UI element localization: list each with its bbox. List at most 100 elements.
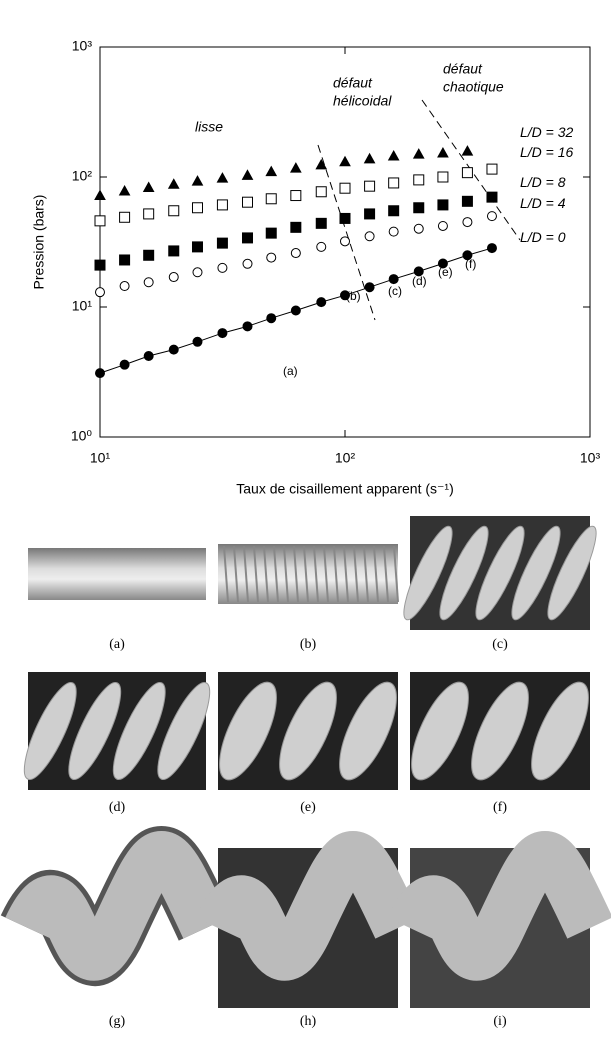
photo-caption: (g) — [109, 1014, 126, 1029]
point — [191, 202, 203, 214]
point — [216, 172, 229, 183]
y-tick-label: 10⁰ — [71, 428, 93, 444]
annotation: lisse — [195, 119, 223, 135]
annotation: défaut — [443, 61, 483, 77]
point — [168, 245, 180, 257]
point — [461, 167, 473, 179]
photo-helix — [219, 681, 277, 781]
point — [94, 215, 106, 227]
photo-ridge — [333, 545, 339, 603]
point — [191, 241, 203, 253]
point — [119, 359, 130, 370]
point — [265, 165, 278, 177]
point — [339, 182, 351, 194]
photo-helix — [439, 525, 489, 621]
point — [364, 208, 376, 220]
point — [142, 181, 155, 193]
point — [217, 328, 228, 339]
point — [315, 158, 328, 170]
photo-caption: (d) — [109, 800, 126, 815]
point — [290, 248, 301, 259]
photo-ridge — [233, 545, 239, 603]
x-tick-label: 10³ — [580, 450, 601, 466]
point — [168, 344, 179, 355]
point — [265, 227, 277, 239]
photo-helix — [403, 525, 453, 621]
photo-caption: (e) — [300, 800, 316, 815]
point — [119, 254, 131, 266]
point — [340, 290, 350, 301]
photo-ridge — [323, 545, 329, 603]
point — [364, 282, 375, 293]
point — [191, 175, 204, 186]
photo-caption: (h) — [300, 1014, 317, 1029]
point — [143, 277, 154, 288]
point — [266, 313, 277, 324]
photo-helix — [471, 681, 529, 781]
photo-ridge — [243, 545, 249, 603]
point — [94, 189, 106, 201]
point — [95, 368, 105, 379]
point — [143, 208, 155, 220]
point — [388, 274, 399, 285]
photo-extrudate — [195, 831, 421, 981]
point — [437, 171, 449, 183]
point — [290, 305, 301, 316]
legend-label: L/D = 4 — [520, 195, 566, 211]
x-tick-label: 10² — [335, 450, 356, 466]
point — [316, 297, 327, 308]
point — [486, 211, 497, 222]
point — [192, 336, 203, 347]
photo-ridge — [273, 545, 279, 603]
point — [339, 212, 351, 224]
point — [315, 217, 327, 229]
photo-caption: (a) — [109, 637, 125, 652]
photo-helix — [531, 681, 589, 781]
point — [486, 191, 498, 203]
point — [265, 193, 277, 205]
point — [290, 221, 302, 233]
photo-helix — [339, 681, 397, 781]
annotation: (b) — [346, 289, 361, 303]
photo-helix — [112, 682, 166, 780]
point — [316, 241, 327, 252]
point — [266, 252, 277, 263]
photo-ridge — [293, 545, 299, 603]
point — [192, 267, 203, 278]
annotation: (e) — [438, 265, 453, 279]
annotation: (a) — [283, 364, 298, 378]
y-axis-label: Pression (bars) — [31, 195, 47, 290]
photo-ridge — [343, 545, 349, 603]
point — [340, 236, 350, 247]
legend-label: L/D = 0 — [520, 229, 566, 245]
point — [143, 249, 155, 261]
point — [290, 190, 302, 202]
point — [413, 223, 424, 234]
annotation: (f) — [465, 257, 476, 271]
point — [95, 287, 105, 298]
photo-helix — [23, 682, 77, 780]
point — [461, 195, 473, 207]
point — [413, 266, 424, 277]
point — [461, 145, 474, 156]
point — [363, 152, 376, 164]
point — [241, 169, 254, 180]
point — [413, 202, 425, 214]
point — [364, 231, 375, 242]
y-tick-label: 10¹ — [72, 298, 93, 314]
annotation: (c) — [388, 284, 402, 298]
point — [462, 217, 473, 228]
point — [119, 281, 130, 292]
legend-label: L/D = 32 — [520, 124, 574, 140]
photo-helix — [547, 525, 597, 621]
photo-ridge — [223, 545, 229, 603]
photo-caption: (f) — [493, 800, 507, 815]
y-tick-label: 10³ — [72, 38, 93, 54]
point — [339, 155, 351, 167]
photo-caption: (b) — [300, 637, 317, 652]
boundary-helical — [317, 144, 376, 321]
x-axis-label: Taux de cisaillement apparent (s⁻¹) — [236, 481, 454, 497]
photo-ridge — [263, 545, 269, 603]
point — [437, 258, 448, 269]
